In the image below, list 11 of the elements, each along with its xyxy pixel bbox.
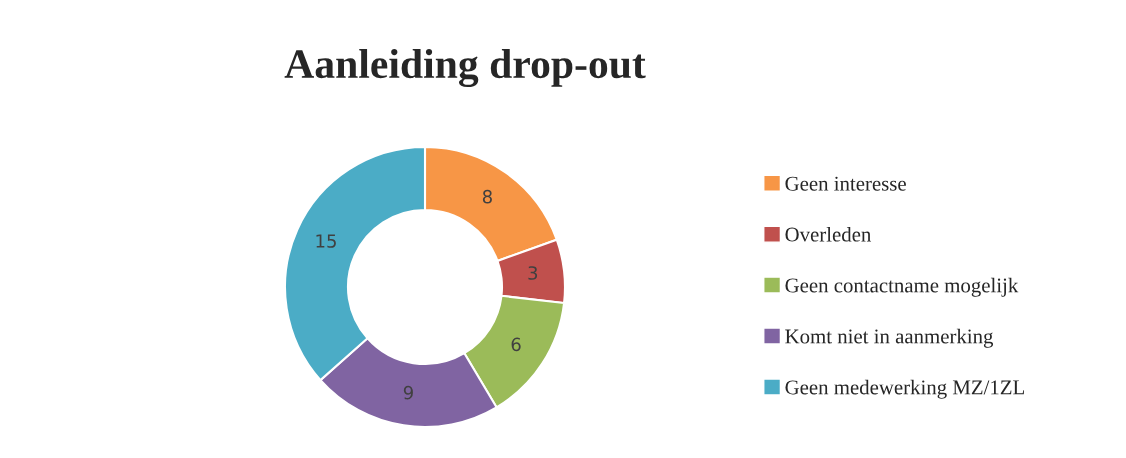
data-label: 3 [528, 266, 538, 280]
data-label: 9 [403, 385, 413, 400]
chart-title: Aanleiding drop-out [284, 48, 646, 88]
data-label: 15 [316, 234, 336, 248]
legend-label: Komt niet in aanmerking [785, 328, 994, 348]
legend-label: Geen contactname mogelijk [785, 277, 1019, 297]
data-label: 8 [482, 189, 492, 204]
data-label: 6 [511, 337, 521, 352]
legend-label: Geen medewerking MZ/1ZL [785, 379, 1024, 399]
legend-label: Overleden [785, 226, 872, 242]
legend-label: Geen interesse [785, 176, 906, 191]
